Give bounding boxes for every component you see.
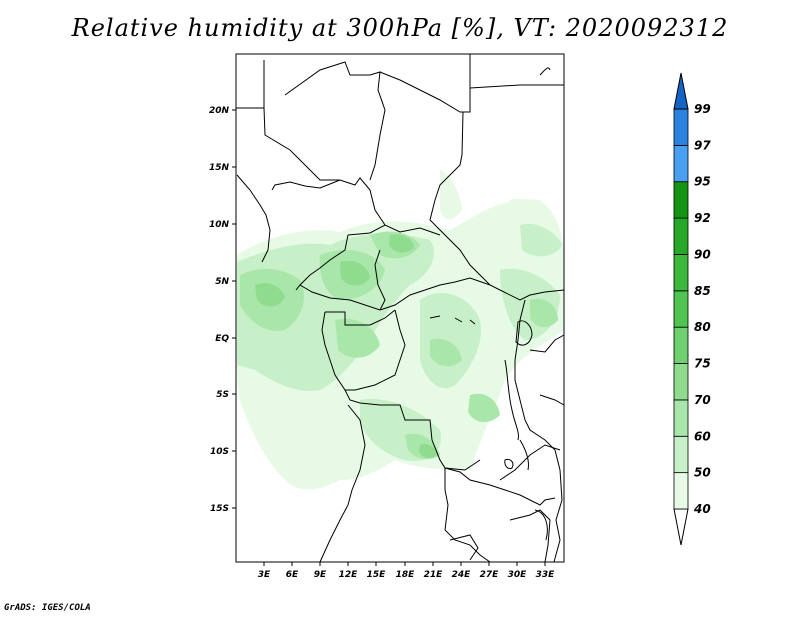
lon-label: 6E xyxy=(286,570,299,580)
colorbar-swatch xyxy=(673,290,689,328)
colorbar-level-label: 85 xyxy=(694,284,711,298)
lakes xyxy=(429,67,551,541)
lat-label: EQ xyxy=(215,334,229,344)
colorbar-swatch xyxy=(673,472,689,510)
lat-label: 10N xyxy=(209,220,230,230)
lat-label: 5N xyxy=(215,277,229,287)
colorbar-swatch xyxy=(673,399,689,437)
lon-label: 15E xyxy=(367,570,387,580)
colorbar-swatch xyxy=(673,144,689,183)
colorbar-swatch xyxy=(673,435,689,474)
colorbar-swatch xyxy=(673,326,689,364)
colorbar-level-label: 92 xyxy=(694,211,711,225)
lat-label: 15S xyxy=(210,504,229,514)
colorbar-swatch xyxy=(673,181,689,219)
lon-label: 3E xyxy=(258,570,271,580)
colorbar-level-label: 40 xyxy=(693,502,711,516)
country-borders xyxy=(236,54,565,563)
lat-label: 10S xyxy=(210,447,229,457)
lon-label: 33E xyxy=(536,570,556,580)
colorbar-level-label: 75 xyxy=(694,357,711,371)
colorbar-lower-extension xyxy=(673,508,689,546)
credit-label: GrADS: IGES/COLA xyxy=(4,603,91,613)
colorbar-swatch xyxy=(673,254,689,292)
colorbar-level-label: 60 xyxy=(694,429,711,443)
lon-label: 30E xyxy=(508,570,528,580)
colorbar-swatch xyxy=(673,108,689,146)
lon-label: 24E xyxy=(452,570,472,580)
lat-label: 5S xyxy=(216,390,229,400)
map-frame xyxy=(235,53,565,563)
colorbar-upper-extension xyxy=(673,72,689,110)
map-title: Relative humidity at 300hPa [%], VT: 202… xyxy=(71,14,729,42)
lat-axis: 20N 15N 10N 5N EQ 5S 10S 15S xyxy=(209,106,236,514)
lon-label: 12E xyxy=(339,570,359,580)
lon-label: 27E xyxy=(480,570,500,580)
lat-label: 15N xyxy=(209,163,230,173)
humidity-shading xyxy=(237,170,564,490)
colorbar-level-label: 97 xyxy=(694,138,711,152)
lon-label: 21E xyxy=(424,570,444,580)
colorbar-legend: 40 50 60 70 75 80 85 90 92 95 97 99 xyxy=(673,72,711,546)
colorbar-level-label: 50 xyxy=(694,466,711,480)
colorbar-swatch xyxy=(673,363,689,401)
colorbar-swatch xyxy=(673,217,689,255)
lon-label: 18E xyxy=(396,570,416,580)
colorbar-level-label: 70 xyxy=(694,393,711,407)
lon-label: 9E xyxy=(314,570,327,580)
lat-label: 20N xyxy=(209,106,230,116)
colorbar-level-label: 99 xyxy=(694,102,711,116)
lon-axis: 3E 6E 9E 12E 15E 18E 21E 24E 27E 30E 33E xyxy=(258,562,555,580)
colorbar-level-label: 80 xyxy=(694,320,711,334)
colorbar-level-label: 90 xyxy=(694,247,711,261)
colorbar-level-label: 95 xyxy=(694,175,711,189)
